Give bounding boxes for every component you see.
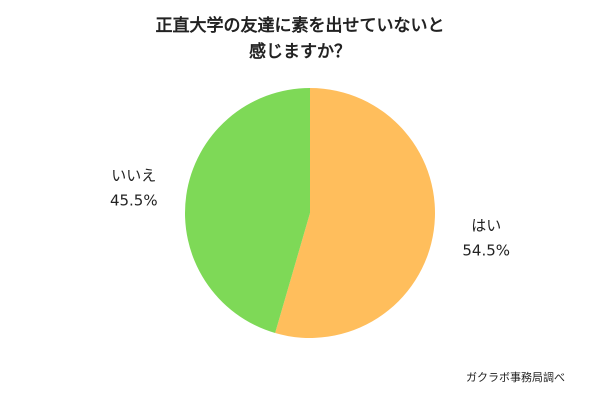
slice-value-label: 45.5%	[110, 191, 158, 209]
slice-label: いいえ	[111, 166, 156, 184]
slice-value-label: 54.5%	[462, 242, 510, 260]
source-note: ガクラボ事務局調べ	[466, 370, 565, 384]
pie-slice	[184, 88, 310, 334]
chart-title: 感じますか？	[249, 41, 351, 62]
pie-slice	[275, 88, 435, 338]
chart-title: 正直大学の友達に素を出せていないと	[156, 15, 445, 36]
slice-label: はい	[471, 217, 501, 235]
